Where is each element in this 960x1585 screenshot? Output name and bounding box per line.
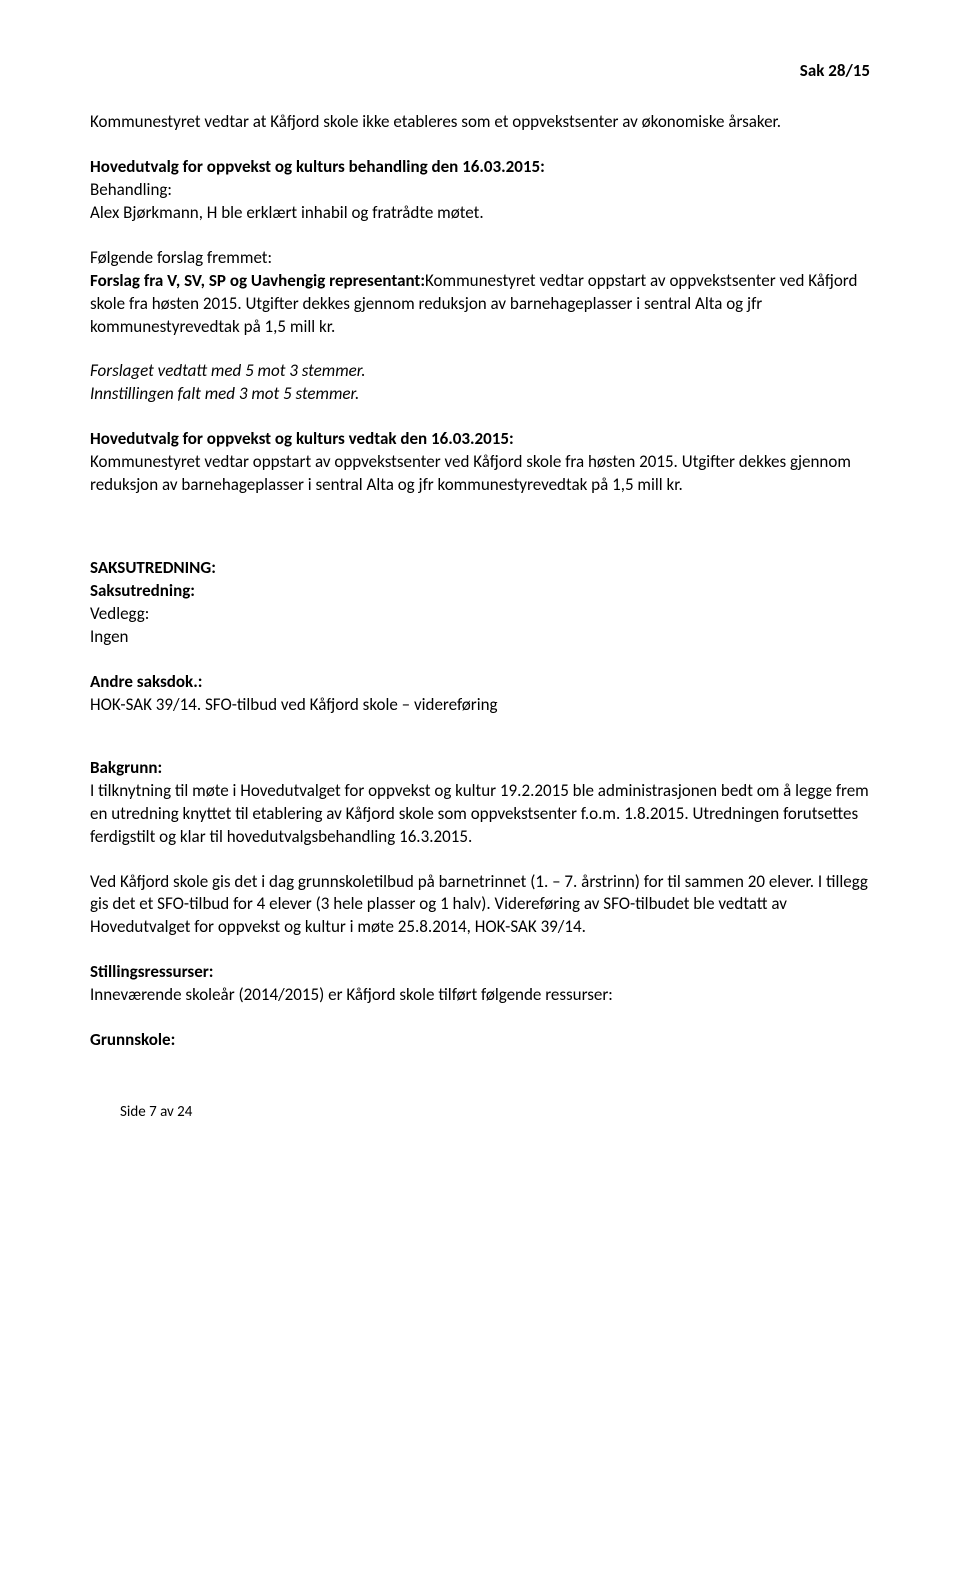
vedlegg-label: Vedlegg: — [90, 603, 870, 626]
behandling-title: Hovedutvalg for oppvekst og kulturs beha… — [90, 156, 870, 179]
vedtak-title: Hovedutvalg for oppvekst og kulturs vedt… — [90, 428, 514, 449]
intro-paragraph: Kommunestyret vedtar at Kåfjord skole ik… — [90, 111, 870, 134]
bakgrunn-body-1: I tilknytning til møte i Hovedutvalget f… — [90, 780, 870, 849]
behandling-block: Hovedutvalg for oppvekst og kulturs beha… — [90, 156, 870, 225]
stillingsressurser-body: Inneværende skoleår (2014/2015) er Kåfjo… — [90, 984, 870, 1007]
andre-saksdok-body: HOK-SAK 39/14. SFO-tilbud ved Kåfjord sk… — [90, 694, 870, 717]
behandling-label: Behandling: — [90, 179, 870, 202]
forslag-block: Følgende forslag fremmet: Forslag fra V,… — [90, 247, 870, 339]
vedlegg-value: Ingen — [90, 626, 870, 649]
stillingsressurser-block: Stillingsressurser: Inneværende skoleår … — [90, 961, 870, 1007]
saksutredning-block: SAKSUTREDNING: Saksutredning: Vedlegg: I… — [90, 557, 870, 649]
vote-result-block: Forslaget vedtatt med 5 mot 3 stemmer. I… — [90, 360, 870, 406]
bakgrunn-body-2: Ved Kåfjord skole gis det i dag grunnsko… — [90, 871, 870, 940]
page-footer: Side 7 av 24 — [90, 1102, 870, 1122]
bakgrunn-block: Bakgrunn: I tilknytning til møte i Hoved… — [90, 757, 870, 940]
vote-line-1: Forslaget vedtatt med 5 mot 3 stemmer. — [90, 360, 366, 381]
andre-saksdok-block: Andre saksdok.: HOK-SAK 39/14. SFO-tilbu… — [90, 671, 870, 717]
stillingsressurser-heading: Stillingsressurser: — [90, 961, 870, 984]
forslag-source: Forslag fra V, SV, SP og Uavhengig repre… — [90, 270, 425, 291]
andre-saksdok-heading: Andre saksdok.: — [90, 671, 870, 694]
bakgrunn-heading: Bakgrunn: — [90, 757, 870, 780]
saksutredning-heading: SAKSUTREDNING: — [90, 557, 870, 580]
vedtak-block: Hovedutvalg for oppvekst og kulturs vedt… — [90, 428, 870, 497]
vote-line-2: Innstillingen falt med 3 mot 5 stemmer. — [90, 383, 359, 404]
behandling-text: Alex Bjørkmann, H ble erklært inhabil og… — [90, 202, 870, 225]
forslag-intro: Følgende forslag fremmet: — [90, 247, 272, 268]
saksutredning-sub: Saksutredning: — [90, 580, 870, 603]
grunnskole-heading: Grunnskole: — [90, 1029, 870, 1052]
case-number-header: Sak 28/15 — [90, 60, 870, 83]
vedtak-body: Kommunestyret vedtar oppstart av oppveks… — [90, 451, 851, 495]
